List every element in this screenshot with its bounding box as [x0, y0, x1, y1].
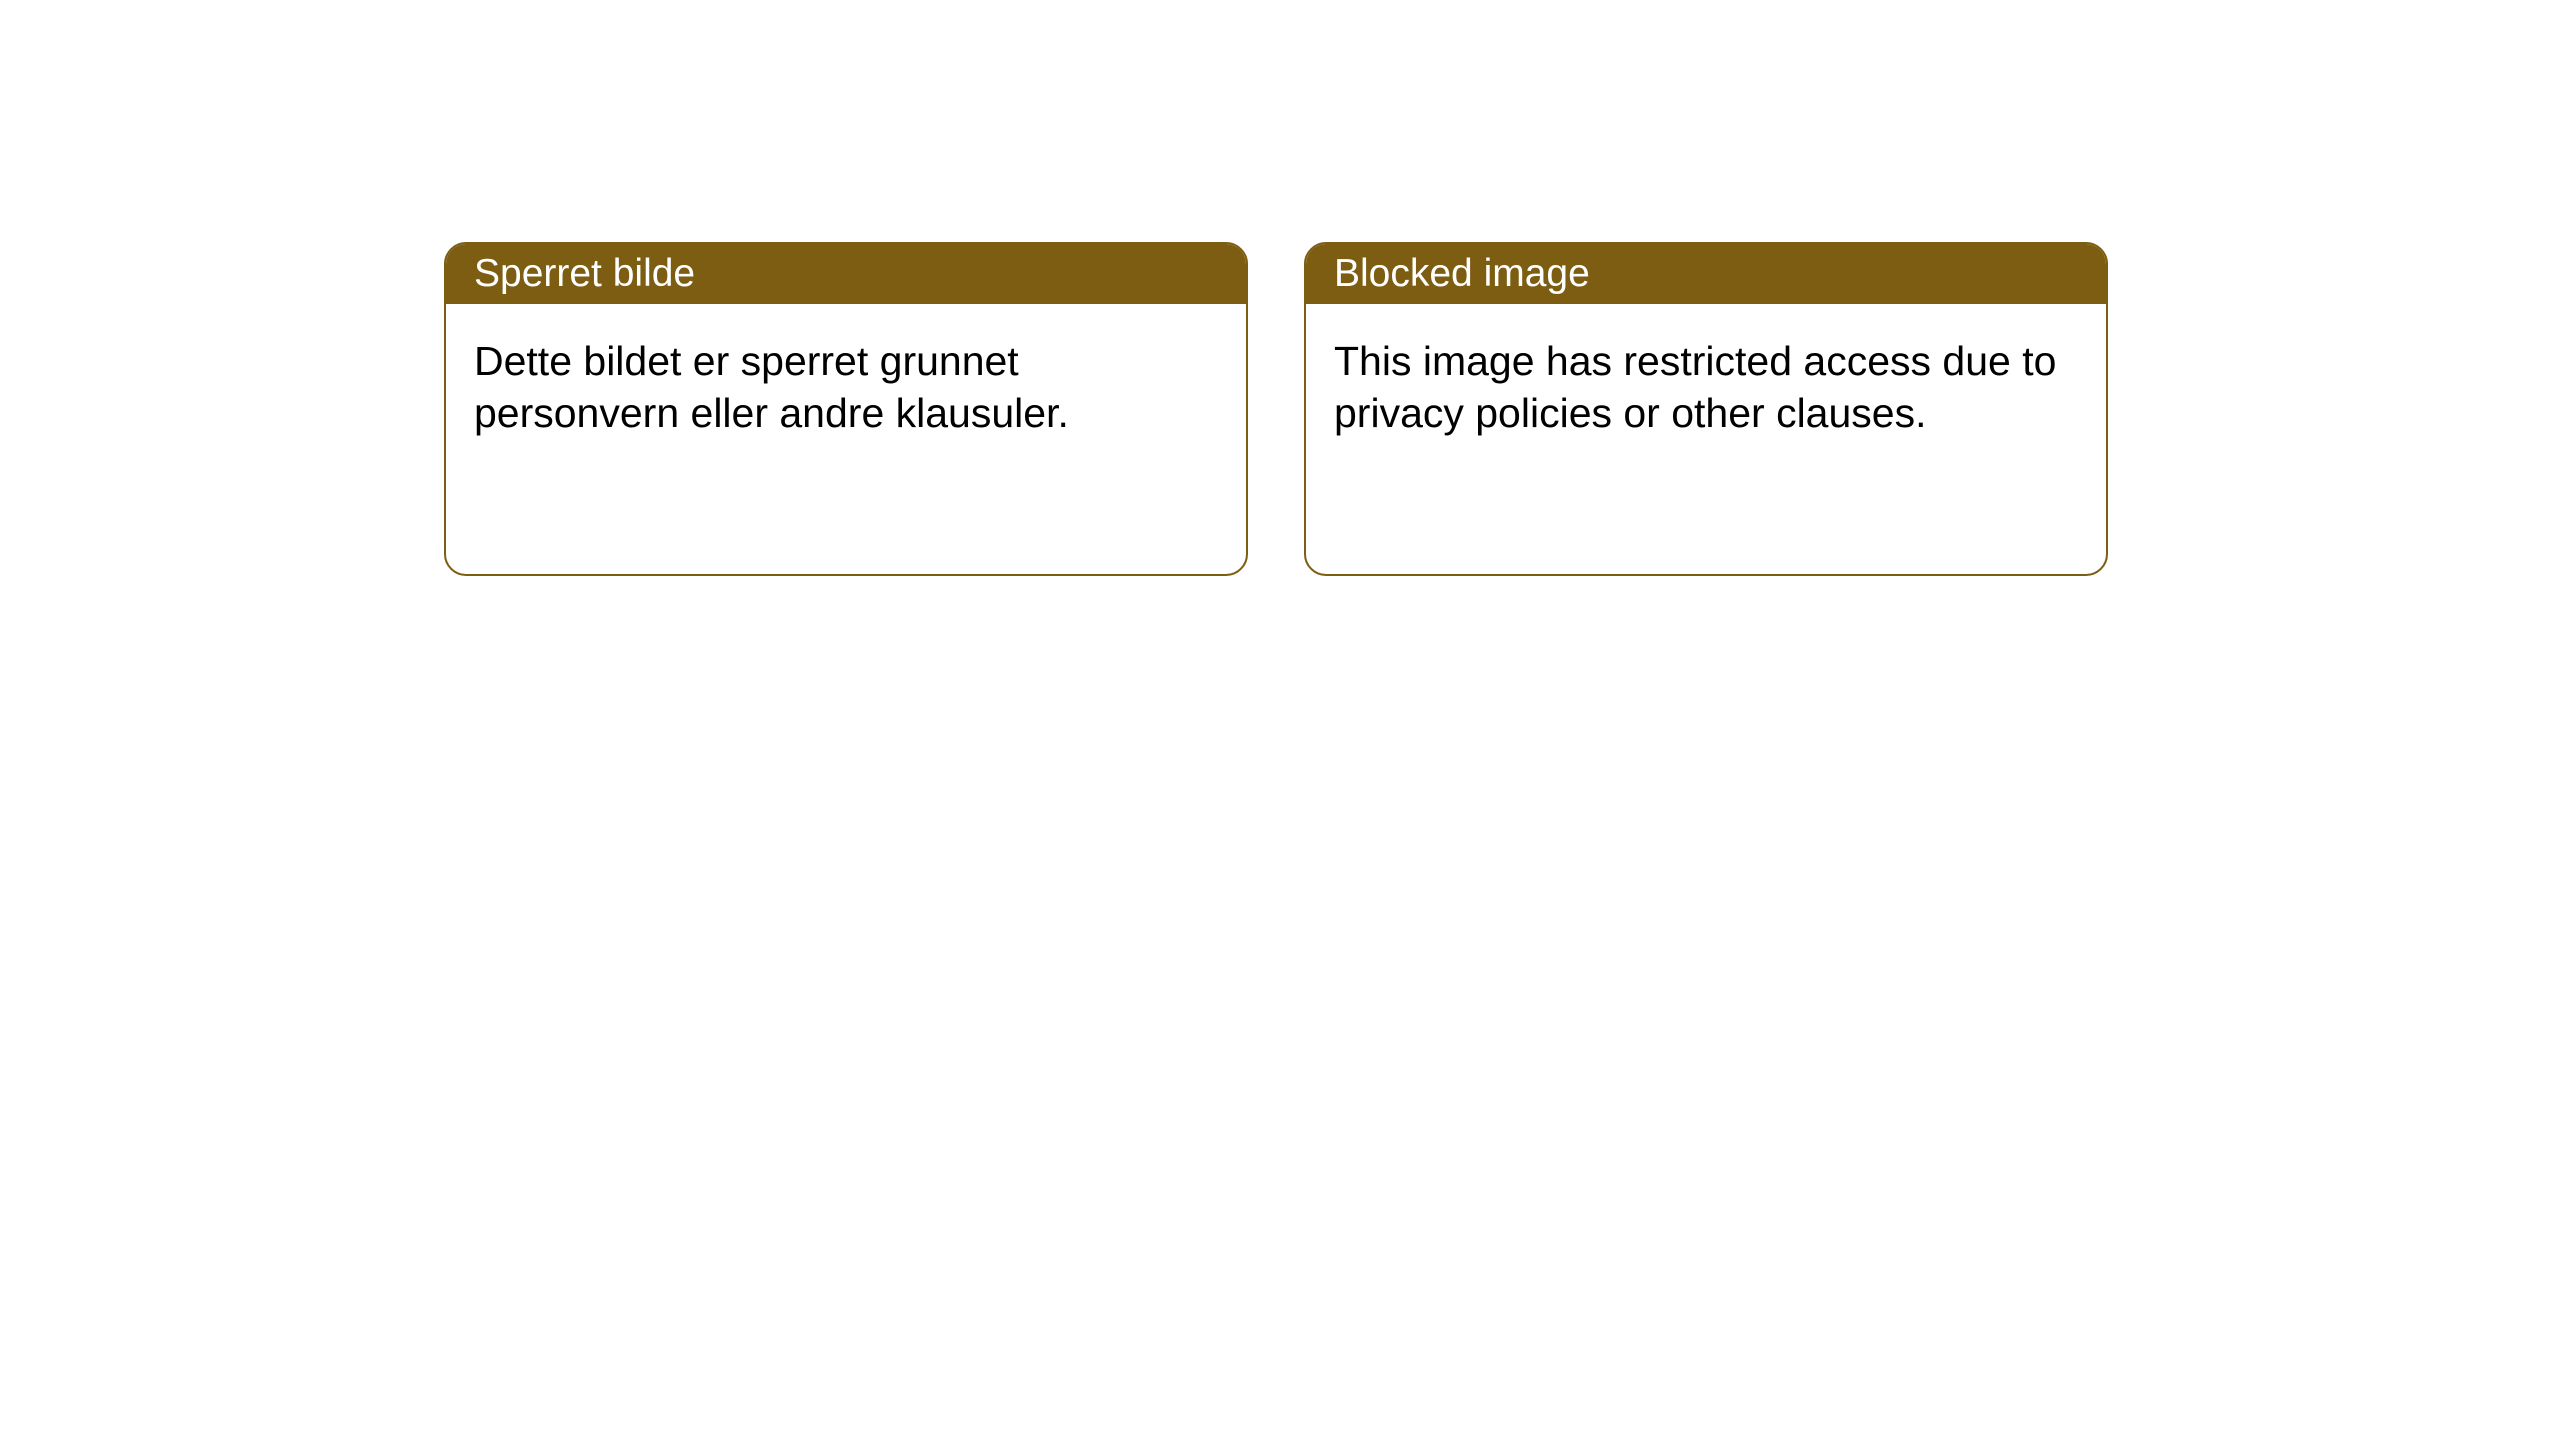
notice-title: Sperret bilde — [474, 252, 695, 296]
notice-title: Blocked image — [1334, 252, 1590, 296]
notice-card-norwegian: Sperret bilde Dette bildet er sperret gr… — [444, 242, 1248, 576]
notice-container: Sperret bilde Dette bildet er sperret gr… — [0, 0, 2560, 576]
notice-body: This image has restricted access due to … — [1306, 304, 2106, 471]
notice-header: Sperret bilde — [446, 244, 1246, 304]
notice-card-english: Blocked image This image has restricted … — [1304, 242, 2108, 576]
notice-header: Blocked image — [1306, 244, 2106, 304]
notice-body: Dette bildet er sperret grunnet personve… — [446, 304, 1246, 471]
